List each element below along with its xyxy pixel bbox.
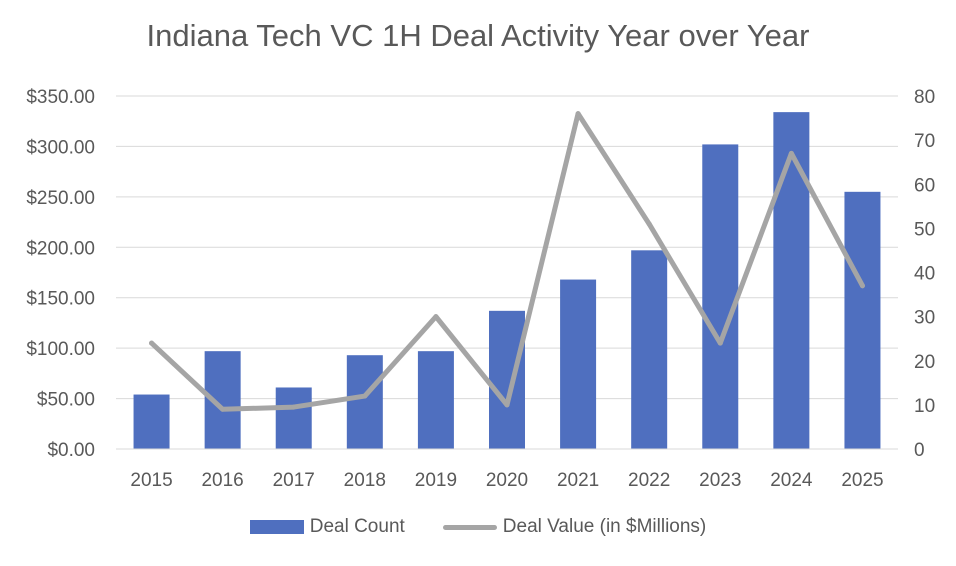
left-axis-tick-label: $300.00 xyxy=(26,137,95,158)
x-axis-tick-label: 2024 xyxy=(770,470,813,491)
legend-label-deal-value: Deal Value (in $Millions) xyxy=(502,516,707,537)
right-axis-tick-label: 70 xyxy=(914,131,935,152)
x-axis-tick-label: 2022 xyxy=(628,470,670,491)
point-deal-value xyxy=(149,340,155,346)
legend-label-deal-count: Deal Count xyxy=(309,516,405,537)
bar-deal-count xyxy=(417,351,454,449)
bar-deal-count xyxy=(702,144,739,449)
point-deal-value xyxy=(859,283,865,289)
legend-item-deal-count: Deal Count xyxy=(249,516,405,538)
bar-deal-count xyxy=(631,250,668,449)
x-axis-tick-label: 2021 xyxy=(557,470,599,491)
right-axis-tick-label: 80 xyxy=(914,87,935,108)
point-deal-value xyxy=(788,150,794,156)
left-axis-tick-label: $50.00 xyxy=(37,390,95,411)
right-axis-tick-label: 50 xyxy=(914,219,935,240)
point-deal-value xyxy=(433,314,439,320)
point-deal-value xyxy=(220,406,226,412)
left-axis-tick-label: $100.00 xyxy=(26,339,95,360)
point-deal-value xyxy=(646,221,652,227)
legend-swatch-bar xyxy=(249,520,304,534)
x-axis-tick-label: 2016 xyxy=(201,470,243,491)
right-axis-tick-label: 60 xyxy=(914,175,935,196)
point-deal-value xyxy=(575,111,581,117)
legend: Deal Count Deal Value (in $Millions) xyxy=(0,516,956,538)
bar-deal-count xyxy=(560,279,597,449)
x-axis-tick-label: 2020 xyxy=(486,470,528,491)
left-axis-tick-label: $0.00 xyxy=(47,440,95,461)
bar-series xyxy=(133,112,881,450)
right-axis-tick-label: 20 xyxy=(914,352,935,373)
line-series xyxy=(149,111,865,412)
left-axis-tick-label: $200.00 xyxy=(26,238,95,259)
chart-title: Indiana Tech VC 1H Deal Activity Year ov… xyxy=(146,18,810,53)
x-axis-tick-label: 2019 xyxy=(415,470,457,491)
point-deal-value xyxy=(504,402,510,408)
point-deal-value xyxy=(291,404,297,410)
left-axis-tick-label: $150.00 xyxy=(26,289,95,310)
axes: $0.00 $50.00 $100.00 $150.00 $200.00 $250.00 $… xyxy=(26,87,935,491)
right-axis-tick-label: 30 xyxy=(914,308,935,329)
left-axis-tick-label: $350.00 xyxy=(26,87,95,108)
right-axis-tick-label: 40 xyxy=(914,264,935,285)
x-axis-tick-label: 2025 xyxy=(841,470,883,491)
legend-swatch-line xyxy=(442,524,497,530)
bar-deal-count xyxy=(844,191,881,450)
bar-deal-count xyxy=(133,394,170,449)
bar-deal-count xyxy=(275,387,312,449)
x-axis-tick-label: 2023 xyxy=(699,470,741,491)
legend-item-deal-value: Deal Value (in $Millions) xyxy=(442,516,707,538)
bar-deal-count xyxy=(773,112,810,449)
bar-deal-count xyxy=(346,355,383,449)
bar-deal-count xyxy=(489,310,525,449)
left-axis-tick-label: $250.00 xyxy=(26,188,95,209)
x-axis-tick-label: 2018 xyxy=(344,470,386,491)
x-axis-tick-label: 2015 xyxy=(130,470,172,491)
point-deal-value xyxy=(717,340,723,346)
x-axis-tick-label: 2017 xyxy=(273,470,315,491)
right-axis-tick-label: 10 xyxy=(914,396,935,417)
right-axis-tick-label: 0 xyxy=(914,440,925,461)
point-deal-value xyxy=(362,393,368,399)
